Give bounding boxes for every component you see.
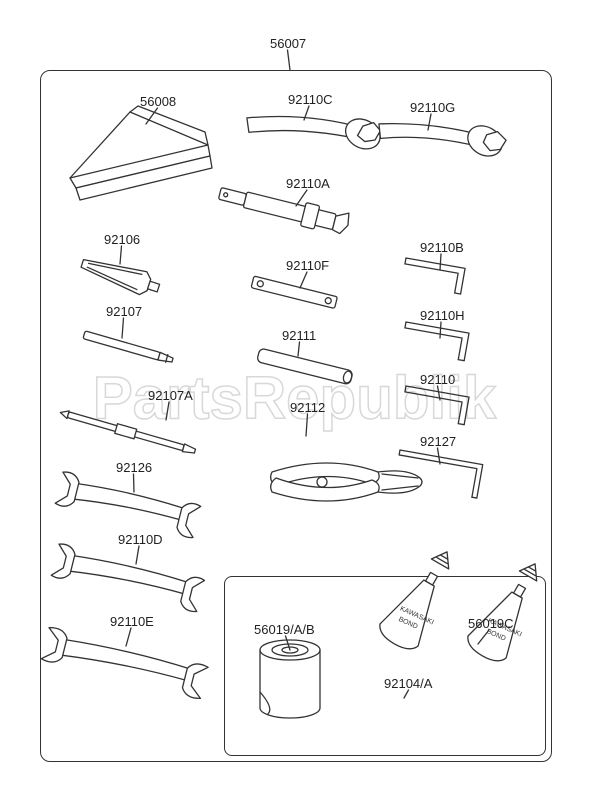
label-p92110C: 92110C	[288, 92, 333, 107]
label-p92110B: 92110B	[420, 240, 464, 255]
label-p92104A: 92104/A	[384, 676, 432, 691]
label-p92110H: 92110H	[420, 308, 465, 323]
label-p92106: 92106	[104, 232, 140, 247]
label-p56019C: 56019C	[468, 616, 514, 631]
label-p92107A: 92107A	[148, 388, 193, 403]
label-p56007: 56007	[270, 36, 306, 51]
label-p92110G: 92110G	[410, 100, 455, 115]
label-p92110D: 92110D	[118, 532, 163, 547]
sealant-group-frame	[224, 576, 546, 756]
label-p92110: 92110	[420, 372, 455, 387]
label-p56008: 56008	[140, 94, 176, 109]
label-p92107: 92107	[106, 304, 142, 319]
leader-p56007	[288, 50, 291, 70]
label-p92112: 92112	[290, 400, 325, 415]
label-p92111: 92111	[282, 328, 316, 343]
label-p56019AB: 56019/A/B	[254, 622, 315, 637]
label-p92110E: 92110E	[110, 614, 154, 629]
label-p92110F: 92110F	[286, 258, 329, 273]
label-p92110A: 92110A	[286, 176, 330, 191]
label-p92126: 92126	[116, 460, 152, 475]
label-p92127: 92127	[420, 434, 456, 449]
